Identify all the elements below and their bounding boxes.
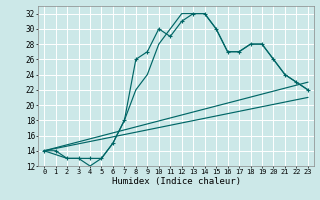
X-axis label: Humidex (Indice chaleur): Humidex (Indice chaleur) [111,177,241,186]
